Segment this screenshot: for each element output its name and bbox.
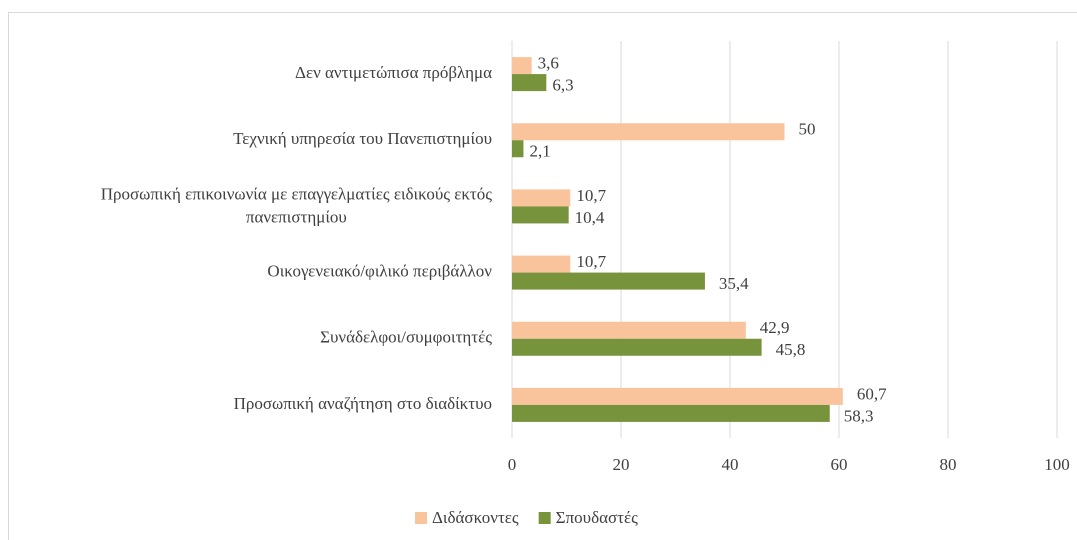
- x-tick-label: 80: [940, 455, 957, 474]
- x-tick-label: 60: [831, 455, 848, 474]
- data-label: 10,4: [575, 208, 605, 227]
- bar: [512, 338, 762, 356]
- data-label: 60,7: [857, 384, 887, 403]
- bar: [512, 255, 571, 273]
- legend-label: Σπουδαστές: [556, 508, 638, 527]
- data-label: 10,7: [576, 186, 606, 205]
- bar: [512, 140, 524, 158]
- category-label: Τεχνική υπηρεσία του Πανεπιστημίου: [233, 129, 492, 148]
- data-label: 45,8: [776, 340, 806, 359]
- bar: [512, 206, 569, 224]
- data-label: 2,1: [529, 142, 550, 161]
- category-label: Προσωπική επικοινωνία με επαγγελματίες ε…: [101, 184, 493, 226]
- bar: [512, 272, 705, 290]
- legend-label: Διδάσκοντες: [432, 508, 519, 527]
- bar: [512, 189, 571, 207]
- category-label: Προσωπική αναζήτηση στο διαδίκτυο: [234, 394, 492, 413]
- bar: [512, 74, 547, 92]
- chart-border: [8, 12, 1077, 540]
- bar: [512, 404, 830, 422]
- x-tick-label: 40: [722, 455, 739, 474]
- data-label: 3,6: [538, 53, 559, 72]
- bar: [512, 321, 746, 339]
- data-label: 6,3: [552, 75, 573, 94]
- x-tick-label: 0: [508, 455, 517, 474]
- category-label-line: πανεπιστημίου: [246, 207, 347, 226]
- bar: [512, 123, 785, 141]
- legend-swatch: [538, 512, 551, 524]
- category-label: Δεν αντιμετώπισα πρόβλημα: [295, 63, 492, 82]
- data-label: 50: [799, 120, 816, 139]
- legend-swatch: [415, 512, 427, 524]
- bar: [512, 387, 843, 405]
- data-label: 35,4: [719, 274, 749, 293]
- category-label: Συνάδελφοι/συμφοιτητές: [320, 328, 492, 347]
- category-label: Οικογενειακό/φιλικό περιβάλλον: [267, 261, 492, 280]
- data-label: 10,7: [576, 252, 606, 271]
- x-tick-label: 20: [613, 455, 630, 474]
- bar: [512, 57, 532, 75]
- category-label-line: Προσωπική επικοινωνία με επαγγελματίες ε…: [101, 184, 493, 203]
- data-label: 42,9: [760, 318, 790, 337]
- x-tick-label: 100: [1044, 455, 1070, 474]
- data-label: 58,3: [844, 406, 874, 425]
